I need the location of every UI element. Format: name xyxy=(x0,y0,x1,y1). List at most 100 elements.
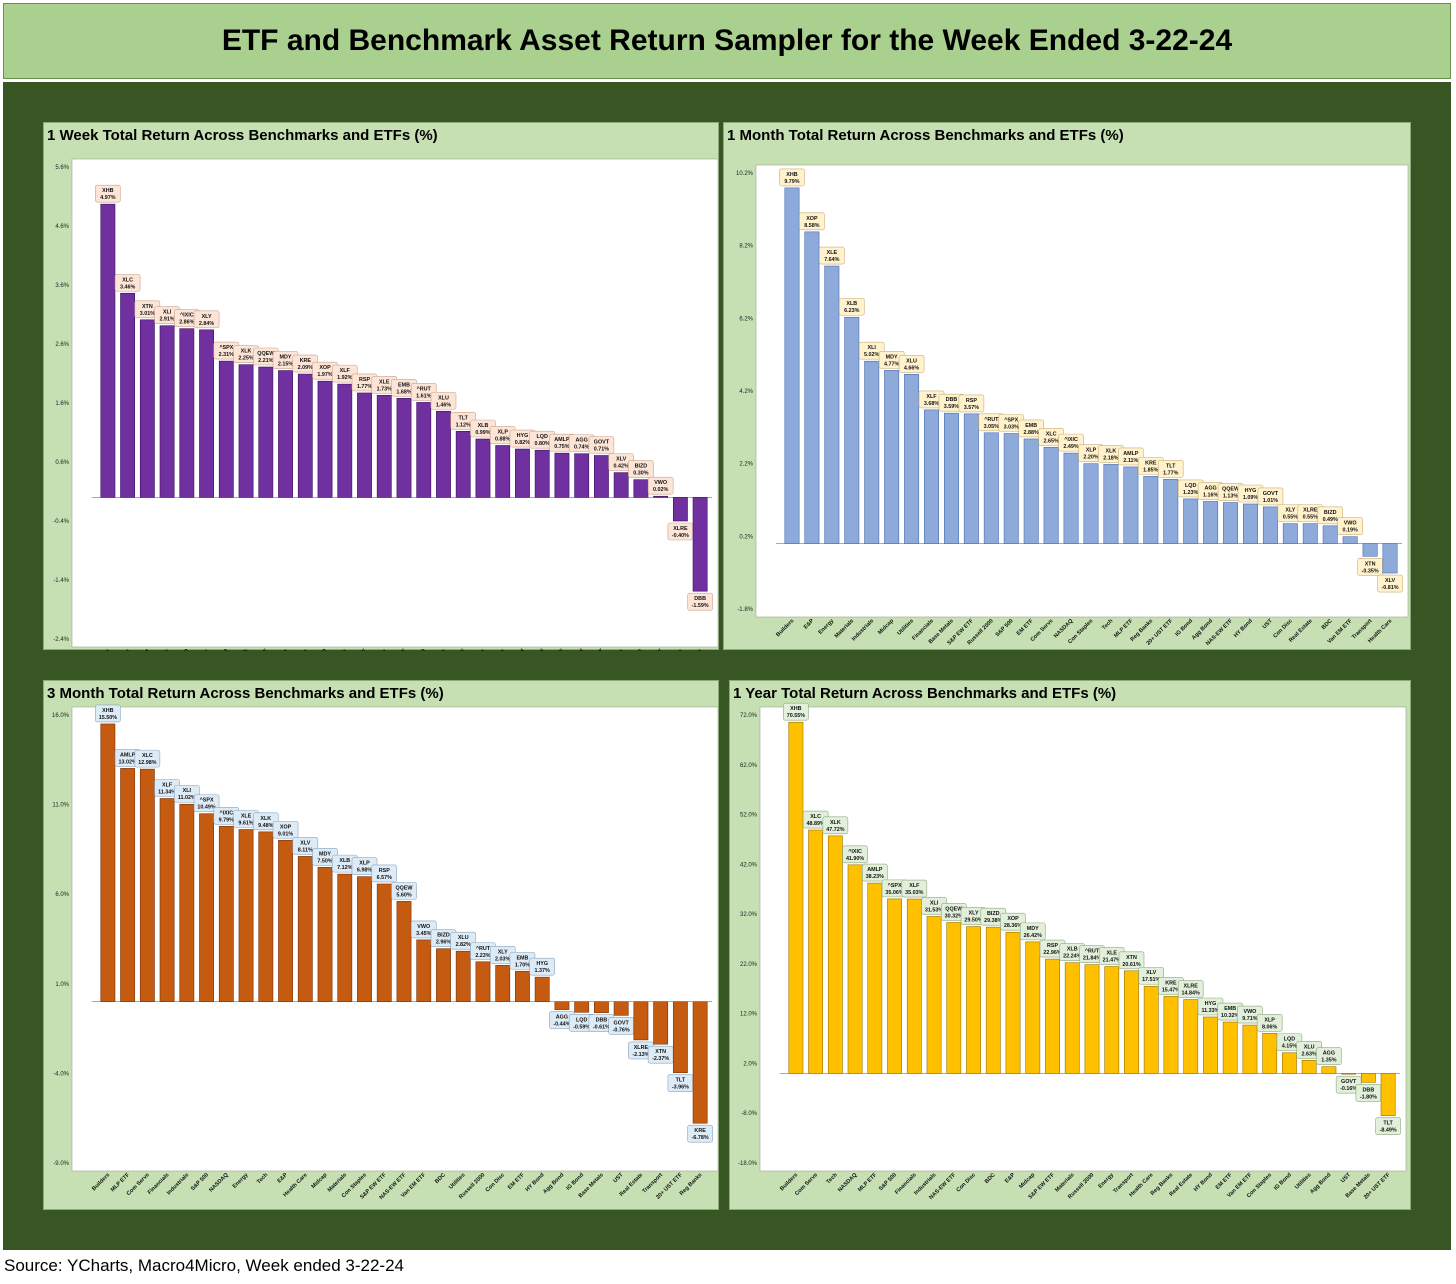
x-tick-label: EM ETF xyxy=(507,1172,526,1191)
data-label-value: 2.88% xyxy=(1024,430,1039,436)
y-tick-label: -0.4% xyxy=(53,519,69,525)
data-label-value: 0.02% xyxy=(653,487,668,493)
data-label-value: 1.85% xyxy=(1143,467,1158,473)
data-label-ticker: XLI xyxy=(868,345,877,351)
bar xyxy=(238,829,254,1003)
x-tick-label: Builders xyxy=(91,648,111,651)
x-tick-label: Utilities xyxy=(428,648,447,651)
x-tick-label: MLP ETF xyxy=(544,648,566,651)
data-label-ticker: GOVT xyxy=(1341,1079,1357,1085)
data-label-value: 35.06% xyxy=(885,890,903,896)
x-tick-label: Builders xyxy=(779,1172,799,1192)
data-label-value: 35.03% xyxy=(905,890,923,896)
source-note: Source: YCharts, Macro4Micro, Week ended… xyxy=(4,1256,405,1275)
data-label-ticker: XLY xyxy=(202,314,212,320)
data-label-ticker: XLI xyxy=(183,788,192,794)
x-tick-label: Midcap xyxy=(1018,1172,1036,1190)
data-label-ticker: TLT xyxy=(676,1078,686,1084)
bar xyxy=(495,445,511,498)
data-label-value: 9.61% xyxy=(238,821,253,827)
data-label-value: 9.71% xyxy=(1242,1016,1257,1022)
bar xyxy=(844,316,860,544)
data-label-box xyxy=(1257,487,1284,506)
bar xyxy=(278,370,293,498)
bar xyxy=(554,452,570,498)
x-tick-label: S&P 500 xyxy=(995,618,1015,638)
data-label-value: 1.77% xyxy=(357,384,372,390)
bar xyxy=(120,292,136,498)
data-label-value: 12.98% xyxy=(138,760,156,766)
y-tick-label: -1.8% xyxy=(737,607,753,613)
data-label-value: 1.92% xyxy=(337,375,352,381)
data-label-box xyxy=(371,864,398,883)
data-label-ticker: AMLP xyxy=(120,752,136,758)
page: ETF and Benchmark Asset Return Sampler f… xyxy=(3,3,1451,1250)
data-label-value: 2.21% xyxy=(258,358,273,364)
bar xyxy=(985,926,1001,1074)
data-label-box xyxy=(1177,980,1204,998)
data-label-ticker: ^IXIC xyxy=(180,313,194,319)
data-label-ticker: HYG xyxy=(1205,1001,1217,1007)
data-label-box xyxy=(958,394,985,413)
bar xyxy=(574,1001,590,1013)
data-label-box xyxy=(647,476,674,495)
data-label-value: -2.13% xyxy=(632,1052,649,1058)
x-tick-label: Utilities xyxy=(1294,1172,1313,1191)
data-label-value: 1.46% xyxy=(436,402,451,408)
data-label-ticker: XOP xyxy=(280,824,292,830)
data-label-ticker: RSP xyxy=(359,377,370,383)
x-tick-label: UST xyxy=(612,1172,625,1185)
bar xyxy=(317,867,333,1003)
data-label-value: 4.66% xyxy=(904,365,919,371)
data-label-box xyxy=(819,246,845,265)
data-label-value: 2.20% xyxy=(1083,455,1098,461)
bar xyxy=(1183,999,1199,1074)
data-label-box xyxy=(95,704,121,723)
data-label-ticker: XLK xyxy=(241,349,252,355)
data-label-value: 0.55% xyxy=(1303,515,1318,521)
data-label-value: 2.49% xyxy=(1063,444,1078,450)
data-label-value: 3.01% xyxy=(140,311,155,317)
x-tick-label: Con Disc xyxy=(956,1172,977,1193)
data-label-value: -0.40% xyxy=(672,533,689,539)
bar xyxy=(159,798,175,1003)
data-label-value: 10.49% xyxy=(197,805,215,811)
x-tick-label: BDC xyxy=(1321,618,1334,631)
data-label-value: 0.82% xyxy=(515,440,530,446)
data-label-value: 0.19% xyxy=(1343,528,1358,534)
data-label-value: -3.96% xyxy=(672,1085,689,1091)
data-label-value: 8.58% xyxy=(804,223,819,229)
chart-title-week: 1 Week Total Return Across Benchmarks an… xyxy=(47,127,438,144)
x-tick-label: NASDAQ xyxy=(169,648,191,651)
data-label-value: 6.57% xyxy=(377,875,392,881)
data-label-ticker: ^SPX xyxy=(219,345,233,351)
data-label-box xyxy=(430,391,457,410)
bar xyxy=(1025,941,1041,1074)
x-tick-label: BDC xyxy=(632,648,645,651)
bar xyxy=(1341,1073,1357,1075)
x-tick-label: Energy xyxy=(818,618,836,636)
data-label-box xyxy=(862,863,888,882)
title-banner: ETF and Benchmark Asset Return Sampler f… xyxy=(3,3,1451,79)
bar xyxy=(574,453,590,498)
data-label-ticker: XLP xyxy=(1264,1017,1275,1023)
data-label-ticker: XLB xyxy=(339,858,350,864)
bar xyxy=(904,373,920,544)
chart-panel-month: 1 Month Total Return Across Benchmarks a… xyxy=(723,122,1411,650)
data-label-value: 14.84% xyxy=(1182,991,1200,997)
data-label-value: 2.82% xyxy=(456,942,471,948)
data-label-ticker: XLV xyxy=(300,840,310,846)
data-label-value: 4.77% xyxy=(884,361,899,367)
data-label-ticker: LQD xyxy=(576,1017,587,1023)
bar xyxy=(1104,966,1120,1074)
x-tick-label: HY Bond xyxy=(505,648,526,651)
x-tick-label: IG Bond xyxy=(565,1172,585,1192)
data-label-box xyxy=(1118,951,1145,970)
x-tick-label: S&P 500 xyxy=(878,1172,898,1192)
x-tick-label: Financials xyxy=(325,648,349,651)
x-tick-label: Builders xyxy=(775,618,795,638)
y-tick-label: 4.2% xyxy=(739,389,753,395)
data-label-ticker: MDY xyxy=(886,354,898,360)
chart-title-quarter: 3 Month Total Return Across Benchmarks a… xyxy=(47,685,444,702)
data-label-value: 5.60% xyxy=(396,892,411,898)
